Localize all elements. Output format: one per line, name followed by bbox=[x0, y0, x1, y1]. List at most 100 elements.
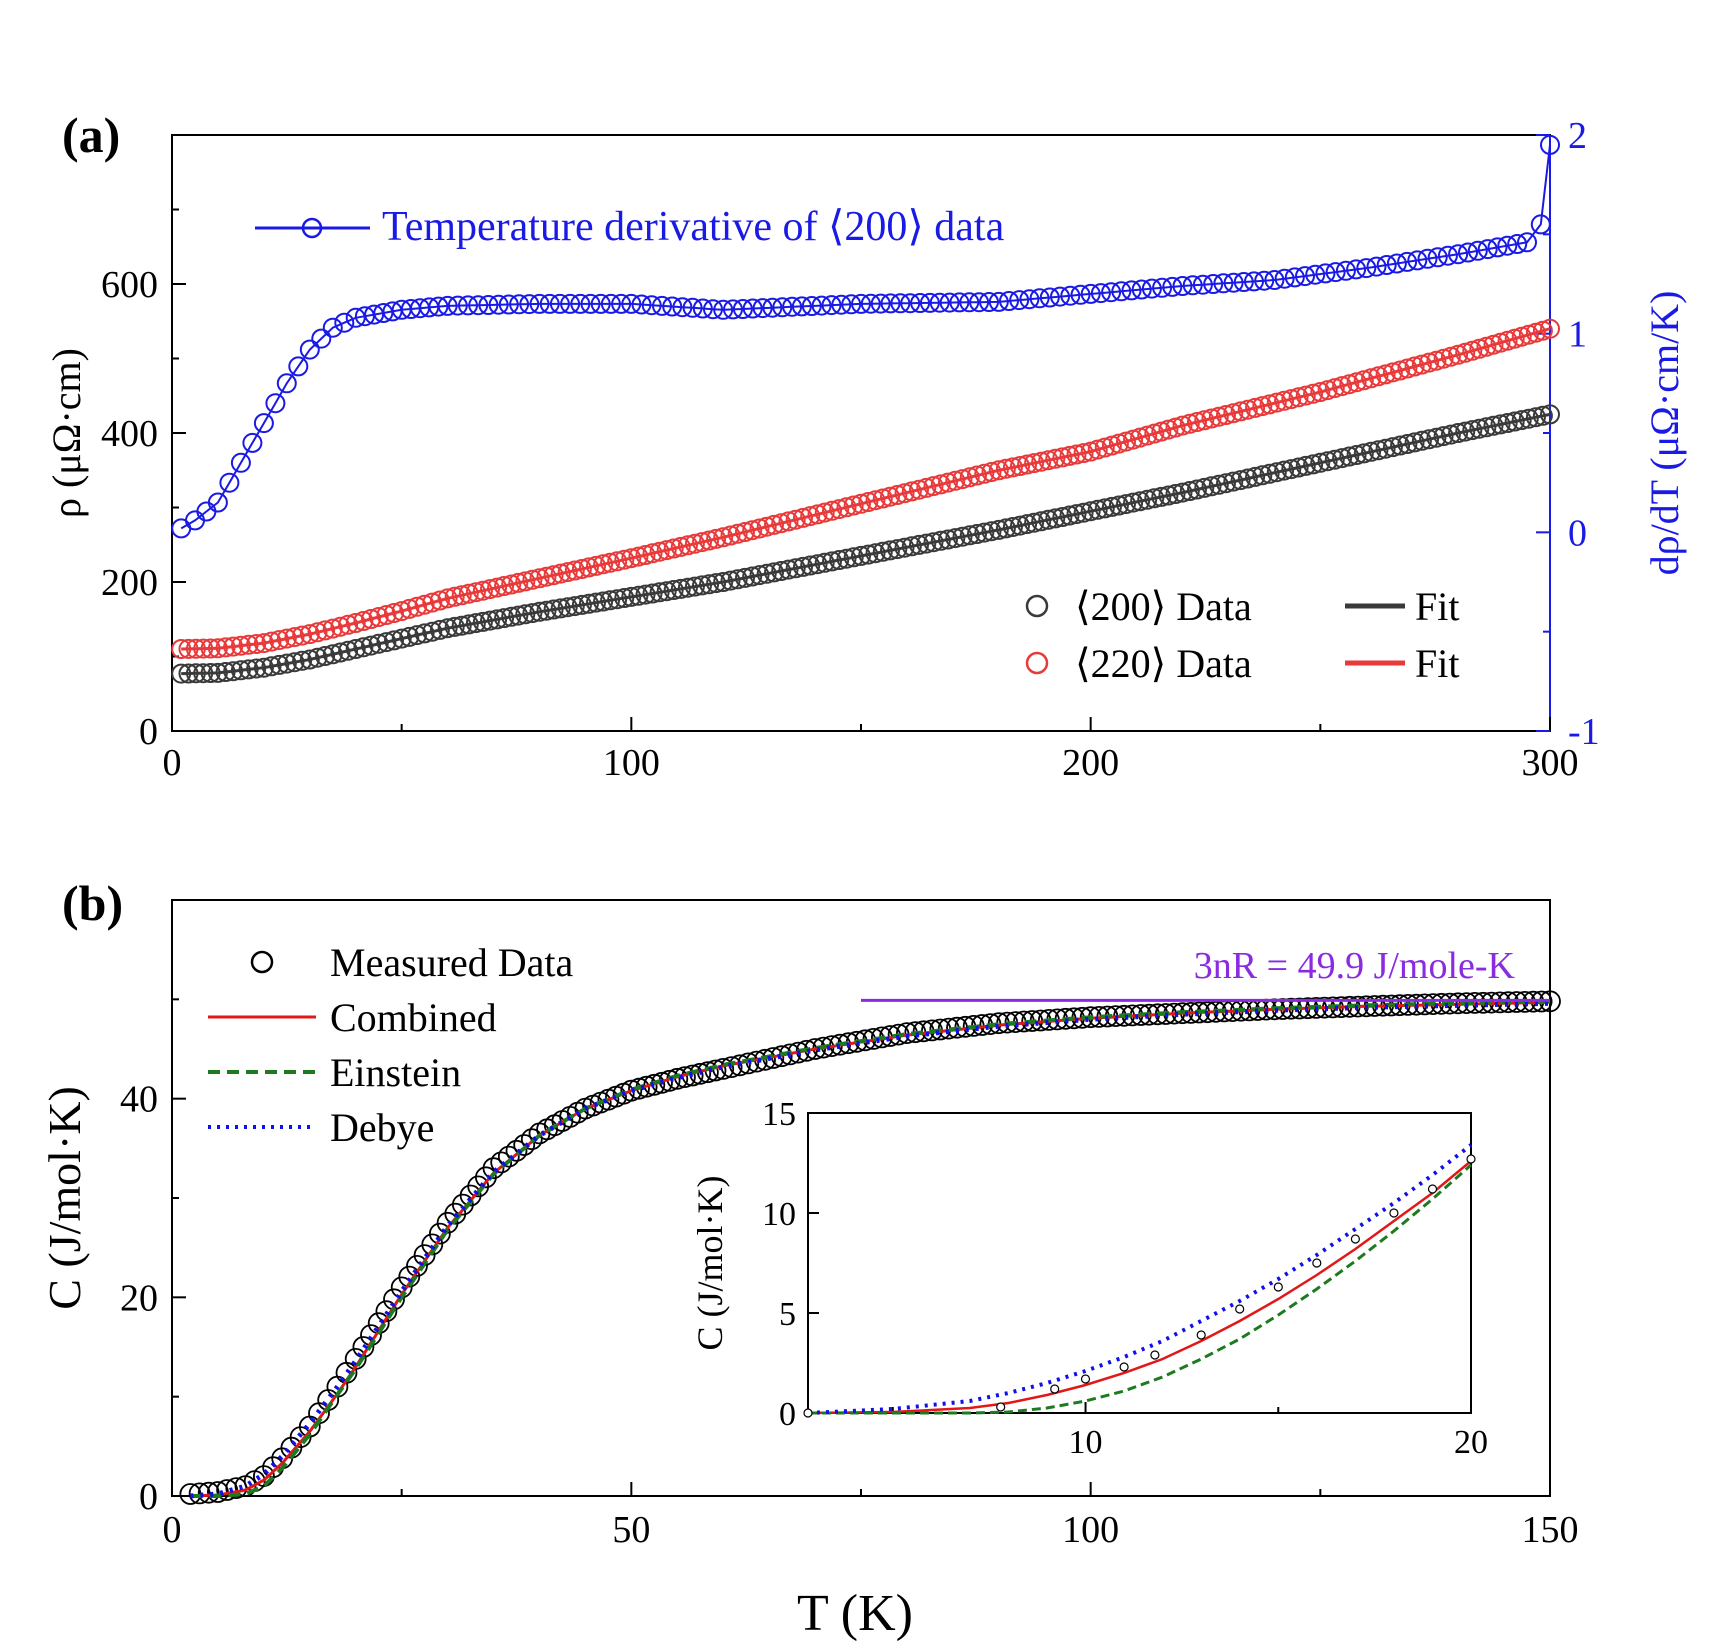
deriv-point bbox=[959, 292, 980, 313]
inset-y-tick-label: 0 bbox=[779, 1396, 796, 1433]
legend-fit-220-label: Fit bbox=[1415, 641, 1459, 686]
inset-y-tick-label: 10 bbox=[762, 1196, 796, 1233]
series-200-point bbox=[1151, 486, 1172, 507]
inset-measured-point bbox=[1119, 1362, 1129, 1372]
series-200-point bbox=[1440, 424, 1461, 445]
series-220-point bbox=[793, 507, 813, 528]
deriv-point bbox=[1152, 277, 1173, 298]
inset-einstein-line bbox=[808, 1163, 1472, 1415]
series-220-point bbox=[1017, 454, 1038, 475]
series-200-point bbox=[1094, 498, 1115, 519]
deriv-point bbox=[1346, 259, 1367, 280]
series-200-point bbox=[1101, 496, 1122, 517]
inset-frame bbox=[807, 1112, 1472, 1414]
series-220-point bbox=[1230, 401, 1251, 422]
panel-b-legend: Measured Data Combined Einstein Debye bbox=[208, 940, 573, 1150]
panel-b-x-tick-label: 150 bbox=[1522, 1509, 1579, 1551]
deriv-point bbox=[1284, 267, 1305, 288]
series-220-point bbox=[923, 476, 944, 497]
series-200-point bbox=[995, 518, 1016, 539]
series-200-point bbox=[171, 663, 192, 684]
series-220-point bbox=[1339, 374, 1360, 395]
series-220-point bbox=[858, 492, 879, 512]
panel-a-y-axis-label: ρ (μΩ·cm) bbox=[44, 348, 89, 518]
series-200-point bbox=[1490, 414, 1511, 435]
deriv-point bbox=[1111, 281, 1132, 302]
series-220-point bbox=[742, 520, 763, 541]
deriv-point bbox=[682, 297, 703, 318]
deriv-point bbox=[600, 293, 621, 314]
deriv-point bbox=[1244, 271, 1264, 292]
series-220-point bbox=[564, 560, 585, 581]
deriv-point bbox=[549, 293, 570, 314]
inset-measured-point bbox=[1427, 1184, 1438, 1194]
deriv-point bbox=[322, 317, 343, 338]
series-200-point bbox=[407, 625, 427, 646]
series-220-point bbox=[1024, 453, 1045, 474]
deriv-point bbox=[641, 295, 662, 316]
series-220-point bbox=[1324, 378, 1345, 399]
deriv-point bbox=[1070, 284, 1091, 305]
series-200-point bbox=[338, 640, 359, 661]
series-200-point bbox=[607, 589, 628, 610]
series-220-point bbox=[1317, 380, 1338, 401]
panel-a-y-ticks: 0 200 400 600 bbox=[101, 208, 186, 753]
series-220-point bbox=[938, 472, 958, 493]
series-200-point bbox=[614, 588, 635, 608]
measured-data-point bbox=[490, 1151, 513, 1174]
deriv-line bbox=[180, 144, 1551, 530]
panel-a-series bbox=[171, 134, 1560, 684]
series-200-point bbox=[727, 569, 748, 590]
series-200-point bbox=[1332, 448, 1353, 469]
series-200-point bbox=[836, 548, 857, 569]
series-200-point bbox=[642, 583, 663, 604]
series-220-point bbox=[692, 532, 712, 553]
deriv-point bbox=[1264, 270, 1285, 290]
series-200-point bbox=[315, 646, 336, 666]
deriv-point bbox=[1530, 214, 1551, 235]
series-200-point bbox=[1052, 507, 1073, 527]
series-220-point bbox=[1187, 412, 1207, 432]
deriv-point bbox=[219, 472, 240, 493]
series-200-point bbox=[1216, 473, 1236, 494]
measured-data-point bbox=[197, 1481, 220, 1504]
series-220-point bbox=[338, 614, 359, 635]
series-200-point bbox=[322, 644, 343, 665]
series-200-point bbox=[670, 578, 691, 599]
series-220-point bbox=[735, 522, 755, 542]
series-220-point bbox=[600, 552, 621, 573]
series-220-point bbox=[807, 504, 828, 525]
series-200-point bbox=[200, 663, 221, 683]
series-220-point bbox=[1382, 362, 1403, 383]
deriv-point bbox=[299, 339, 320, 360]
series-200-point bbox=[938, 529, 958, 550]
series-220-point bbox=[677, 535, 698, 556]
series-220-point bbox=[706, 528, 727, 549]
series-200-point bbox=[621, 586, 642, 607]
series-220-point bbox=[1252, 396, 1273, 417]
series-200-point bbox=[1059, 505, 1080, 526]
panel-a-y-tick-label: 200 bbox=[101, 562, 158, 604]
series-200-point bbox=[1066, 504, 1087, 525]
legend-220-marker bbox=[1025, 651, 1049, 675]
series-220-point bbox=[529, 568, 550, 589]
series-220-point bbox=[444, 586, 465, 607]
series-200-point bbox=[586, 592, 606, 613]
series-200-point bbox=[1172, 482, 1193, 503]
panel-a-y-tick-label: 600 bbox=[101, 264, 158, 306]
series-200-point bbox=[253, 657, 274, 678]
series-220-point bbox=[851, 493, 871, 514]
series-200-point bbox=[923, 532, 944, 553]
series-220-point bbox=[1303, 383, 1324, 404]
deriv-point bbox=[880, 293, 901, 314]
panel-a-y2-tick-label: 2 bbox=[1568, 115, 1587, 157]
deriv-point bbox=[311, 328, 332, 349]
deriv-point bbox=[851, 293, 871, 314]
inset-debye-line bbox=[807, 1143, 1473, 1415]
legend-220-label: ⟨220⟩ Data bbox=[1075, 641, 1252, 686]
deriv-point bbox=[621, 293, 642, 314]
series-220-point bbox=[1288, 387, 1309, 408]
series-200-point bbox=[207, 662, 228, 683]
series-200-point bbox=[501, 606, 522, 627]
